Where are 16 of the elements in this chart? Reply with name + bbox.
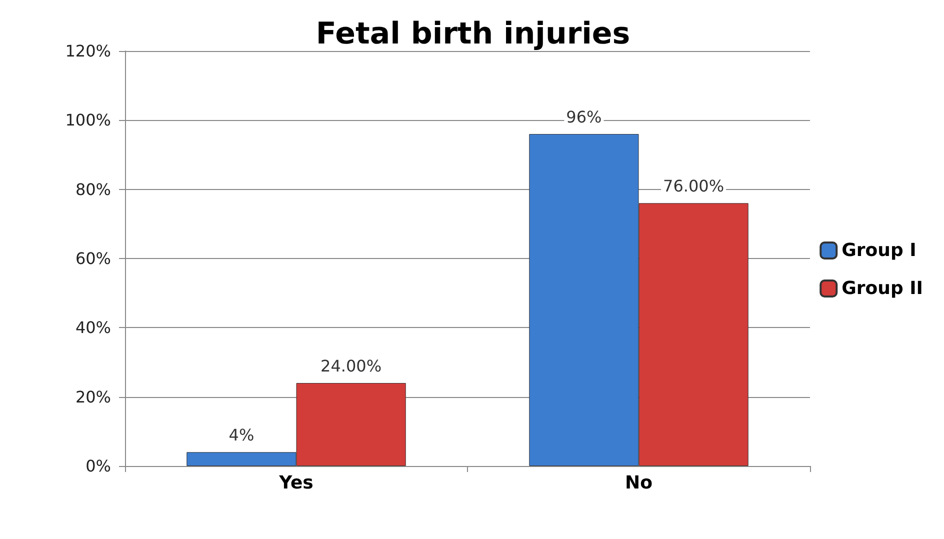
y-tick-label: 80%: [75, 180, 111, 199]
legend-label: Group I: [842, 240, 916, 261]
data-label: 76.00%: [663, 176, 724, 196]
x-tick-label: Yes: [278, 472, 314, 494]
y-tick-label: 40%: [75, 318, 111, 338]
data-label: 24.00%: [320, 356, 382, 376]
legend-label: Group II: [842, 278, 924, 299]
y-tick-label: 20%: [75, 387, 111, 406]
y-tick-label: 60%: [75, 249, 111, 268]
y-tick-label: 120%: [65, 42, 111, 60]
x-tick-label: No: [625, 472, 652, 494]
y-tick-label: 0%: [86, 456, 111, 476]
data-label: 4%: [228, 426, 254, 445]
data-label: 96%: [566, 108, 602, 126]
chart-title: Fetal birth injuries: [316, 16, 630, 52]
y-tick-label: 100%: [65, 110, 111, 130]
